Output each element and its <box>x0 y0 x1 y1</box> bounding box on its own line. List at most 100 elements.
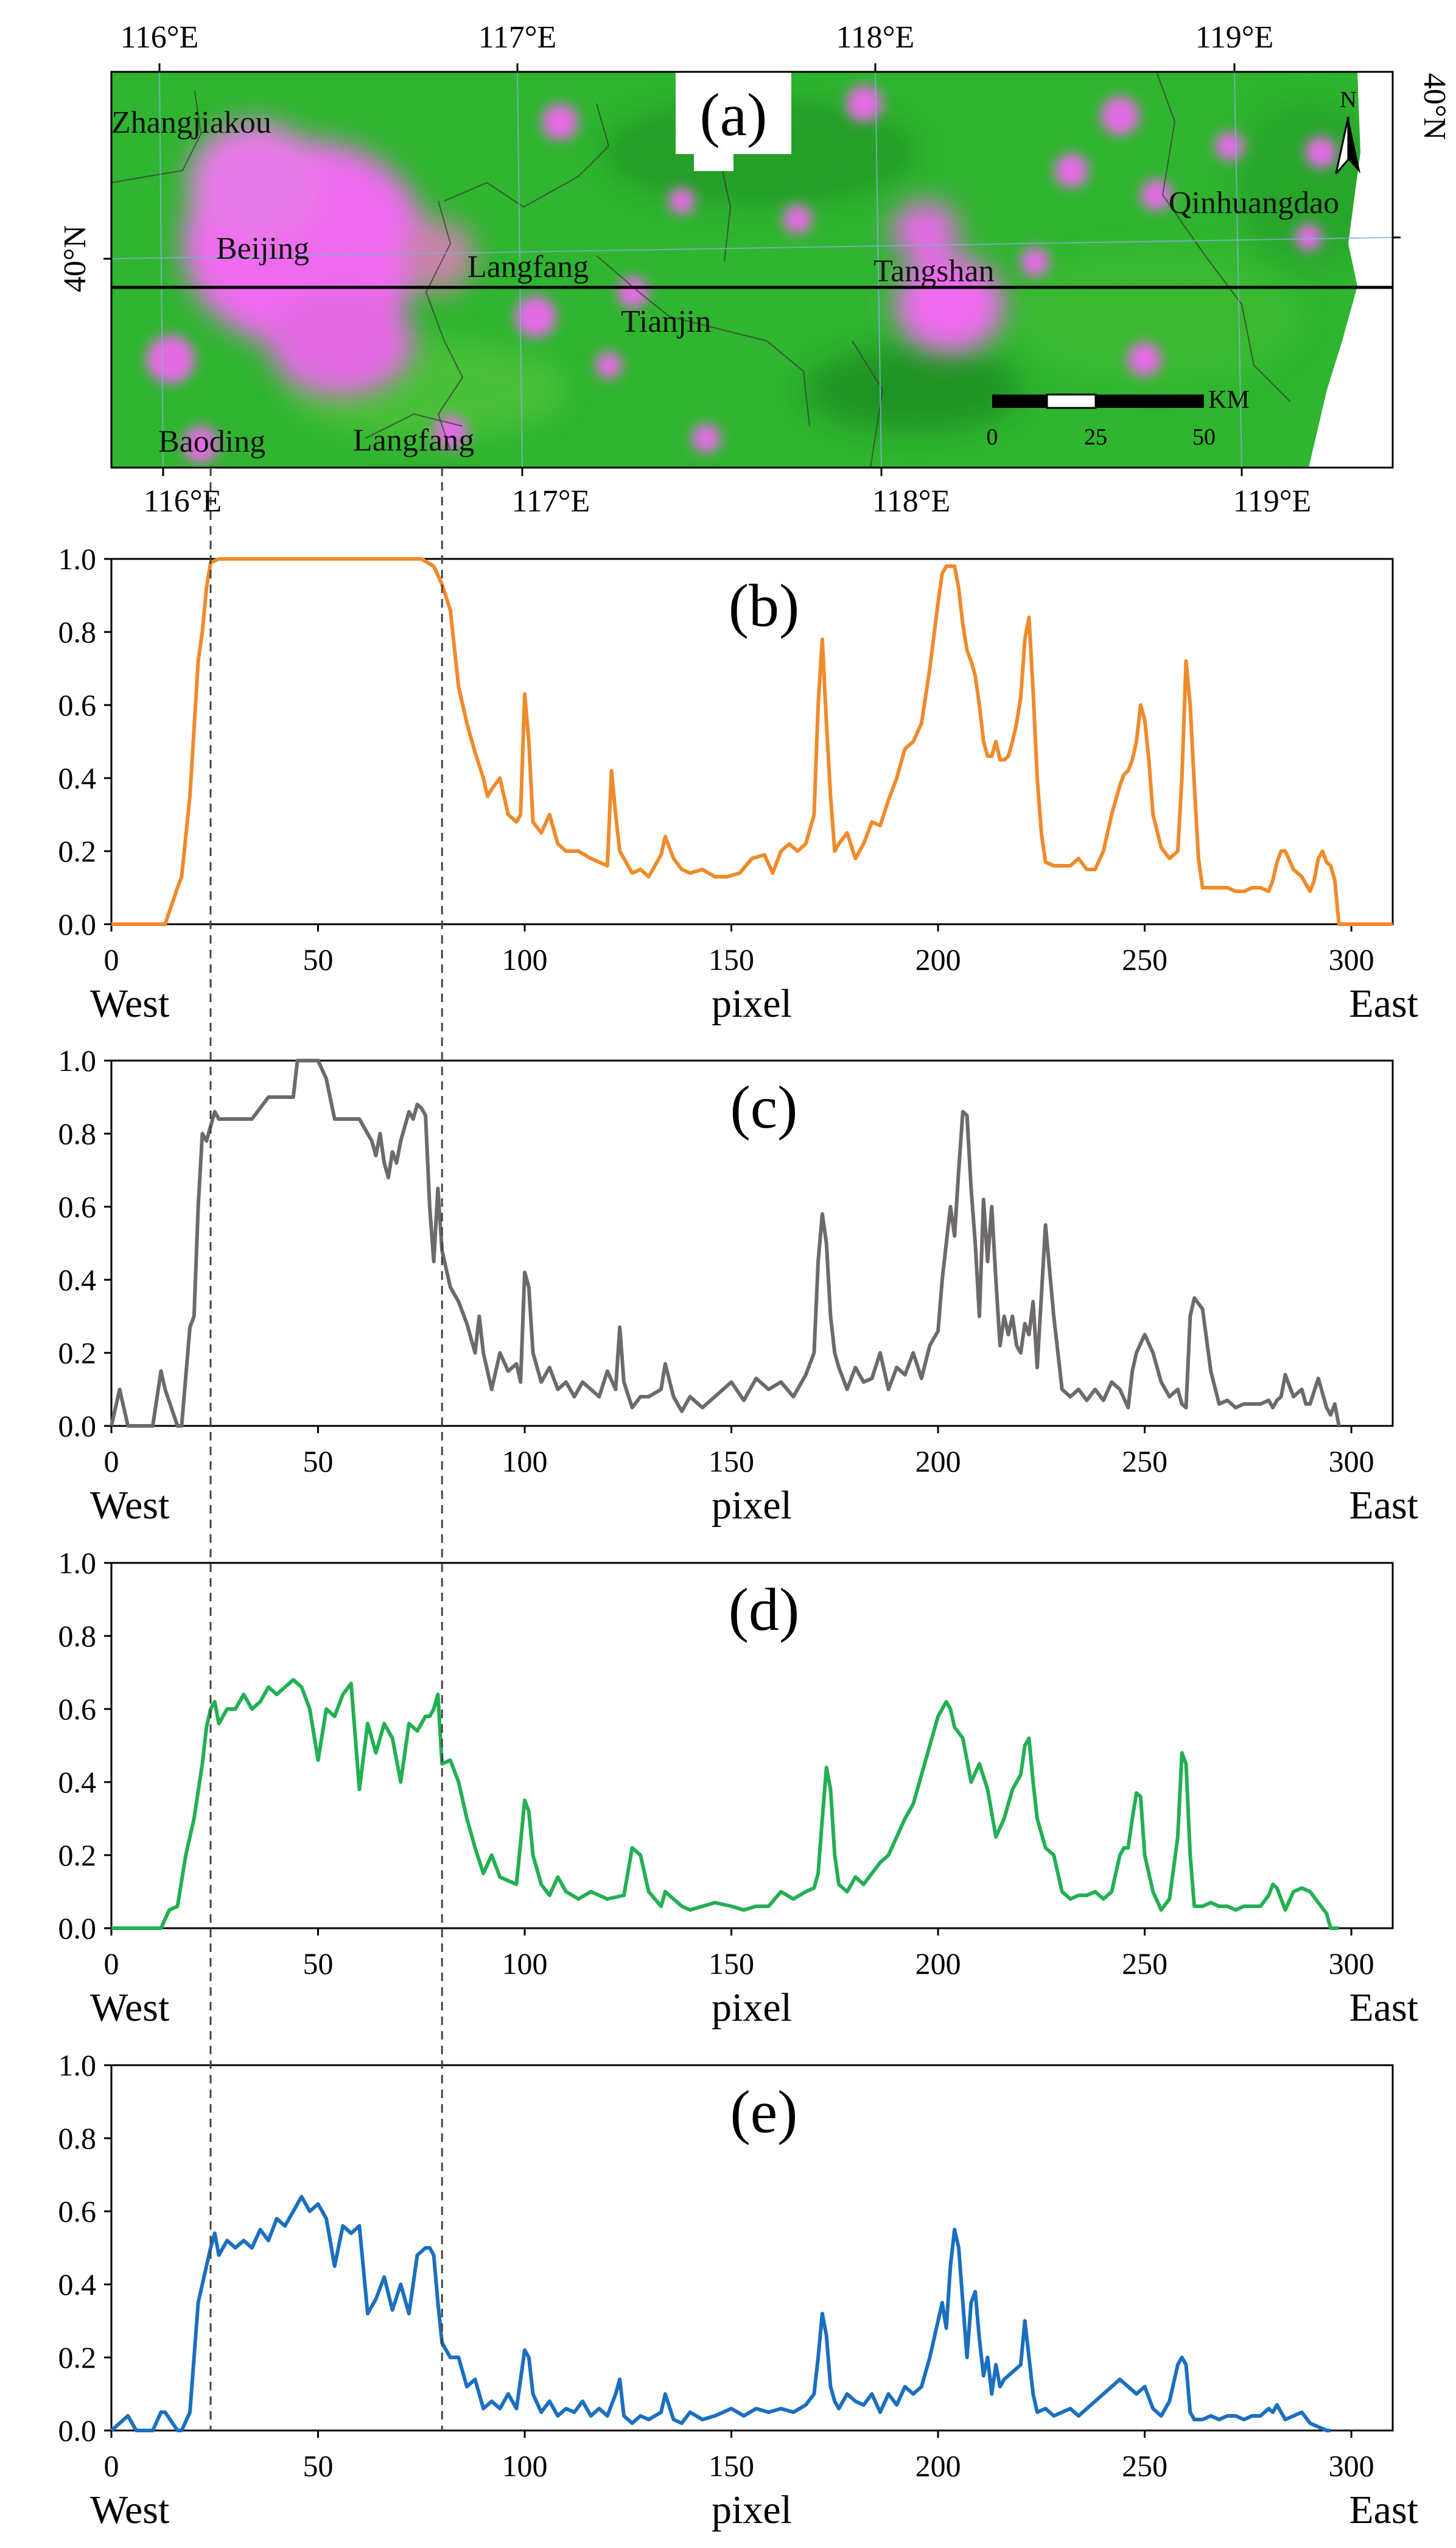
x-tick-label: 150 <box>709 1444 754 1478</box>
east-label: East <box>1349 1985 1418 2030</box>
y-tick-label: 1.0 <box>58 1044 97 1078</box>
x-tick-label: 100 <box>502 1444 548 1478</box>
y-tick-label: 1.0 <box>58 2048 97 2082</box>
y-tick-label: 0.8 <box>58 1117 97 1151</box>
x-tick-label: 250 <box>1122 1946 1167 1981</box>
y-tick-label: 0.0 <box>58 907 97 941</box>
x-tick-label: 0 <box>104 2449 119 2483</box>
north-arrow-icon: N <box>1335 87 1360 174</box>
y-tick-label: 0.6 <box>58 1190 97 1224</box>
x-tick-label: 50 <box>303 942 334 977</box>
scalebar-unit: KM <box>1208 386 1250 414</box>
scalebar-tick-25: 25 <box>1084 424 1107 450</box>
x-tick-label: 300 <box>1329 2449 1374 2483</box>
y-tick-label: 0.2 <box>58 2340 97 2374</box>
lon-tick-bottom-116: 116°E <box>144 484 222 519</box>
y-tick-label: 0.6 <box>58 2194 97 2228</box>
x-tick-label: 150 <box>709 2449 754 2483</box>
y-tick-label: 0.0 <box>58 2413 97 2448</box>
east-label: East <box>1349 981 1418 1026</box>
plot-frame <box>110 558 1394 925</box>
x-tick-label: 250 <box>1122 942 1167 977</box>
lon-tick-top-119: 119°E <box>1195 20 1274 55</box>
y-tick-label: 0.4 <box>58 1263 97 1297</box>
y-tick-label: 0.6 <box>58 1692 97 1726</box>
x-tick-label: 50 <box>303 1946 334 1981</box>
city-label-langfang-south: Langfang <box>353 423 474 458</box>
scale-bar: KM 0 25 50 <box>987 386 1250 450</box>
city-label-qinhuangdao: Qinhuangdao <box>1169 186 1339 220</box>
scalebar-tick-50: 50 <box>1192 424 1216 450</box>
lon-tick-top-116: 116°E <box>121 20 199 55</box>
y-tick-label: 0.8 <box>58 1619 97 1653</box>
x-tick-label: 150 <box>709 1946 754 1981</box>
panel-label: (c) <box>730 1073 798 1141</box>
y-tick-label: 0.8 <box>58 2121 97 2155</box>
lon-tick-bottom-119: 119°E <box>1233 484 1312 519</box>
profile-charts: 0.0 0.2 0.4 0.6 0.8 1.0 0 50 100 150 200 250 300 West… <box>58 542 1419 2532</box>
city-label-tianjin: Tianjin <box>621 304 711 339</box>
plot-frame <box>110 1562 1394 1929</box>
lat-tick-right: 40°N <box>1417 73 1452 140</box>
x-tick-label: 250 <box>1122 1444 1167 1478</box>
y-tick-label: 0.4 <box>58 1765 97 1799</box>
chart-panel-b: 0.0 0.2 0.4 0.6 0.8 1.0 0 50 100 150 200 250 300 West… <box>58 542 1419 1026</box>
series-line <box>110 2195 1331 2432</box>
x-tick-label: 200 <box>915 942 961 977</box>
x-tick-label: 50 <box>303 1444 334 1478</box>
plot-frame <box>110 1059 1394 1427</box>
city-label-zhangjiakou: Zhangjiakou <box>111 105 271 140</box>
x-tick-label: 200 <box>915 1946 961 1981</box>
x-tick-label: 100 <box>502 1946 548 1981</box>
chart-panel-d: 0.0 0.2 0.4 0.6 0.8 1.0 0 50 100 150 200 250 300 West… <box>58 1546 1419 2030</box>
x-tick-label: 50 <box>303 2449 334 2483</box>
x-axis-label: pixel <box>712 1483 792 1528</box>
y-tick-label: 0.0 <box>58 1409 97 1443</box>
panel-label: (d) <box>729 1576 800 1643</box>
y-tick-label: 0.4 <box>58 2267 97 2301</box>
scalebar-tick-0: 0 <box>987 424 998 450</box>
plot-frame <box>110 2064 1394 2432</box>
y-tick-label: 0.2 <box>58 1336 97 1370</box>
lon-tick-top-117: 117°E <box>478 20 557 55</box>
west-label: West <box>90 981 169 1026</box>
y-tick-label: 1.0 <box>58 1546 97 1580</box>
x-tick-label: 0 <box>104 1946 119 1981</box>
y-tick-label: 0.8 <box>58 615 97 649</box>
satellite-image <box>111 72 1393 468</box>
east-label: East <box>1349 1483 1418 1528</box>
y-tick-label: 0.4 <box>58 761 97 795</box>
x-axis-label: pixel <box>712 981 792 1026</box>
x-tick-label: 100 <box>502 942 548 977</box>
panel-label-a: (a) <box>700 81 768 149</box>
x-tick-label: 0 <box>104 942 119 977</box>
x-tick-label: 200 <box>915 1444 961 1478</box>
city-label-langfang-north: Langfang <box>467 250 589 284</box>
series-line <box>110 1059 1341 1428</box>
lon-tick-top-118: 118°E <box>836 20 915 55</box>
west-label: West <box>90 1985 169 2030</box>
lon-tick-bottom-118: 118°E <box>872 484 951 519</box>
map-panel: 116°E 117°E 118°E 119°E 116°E 117°E 118°… <box>58 20 1452 519</box>
x-tick-label: 300 <box>1329 1946 1374 1981</box>
x-tick-label: 300 <box>1329 1444 1374 1478</box>
y-tick-label: 1.0 <box>58 542 97 576</box>
y-tick-label: 0.6 <box>58 688 97 722</box>
west-label: West <box>90 1483 169 1528</box>
y-tick-label: 0.2 <box>58 1838 97 1872</box>
city-label-tangshan: Tangshan <box>873 254 995 289</box>
north-arrow-label: N <box>1340 87 1356 113</box>
lon-tick-bottom-117: 117°E <box>512 484 590 519</box>
x-tick-label: 250 <box>1122 2449 1167 2483</box>
x-tick-label: 300 <box>1329 942 1374 977</box>
panel-label: (b) <box>729 572 800 639</box>
x-tick-label: 200 <box>915 2449 961 2483</box>
x-axis-label: pixel <box>712 1985 792 2030</box>
chart-panel-c: 0.0 0.2 0.4 0.6 0.8 1.0 0 50 100 150 200 250 300 West… <box>58 1044 1419 1528</box>
east-label: East <box>1349 2488 1418 2532</box>
series-line <box>111 1678 1339 1930</box>
city-label-beijing: Beijing <box>216 231 309 266</box>
panel-label: (e) <box>730 2078 798 2146</box>
x-tick-label: 150 <box>709 942 754 977</box>
x-tick-label: 0 <box>104 1444 119 1478</box>
